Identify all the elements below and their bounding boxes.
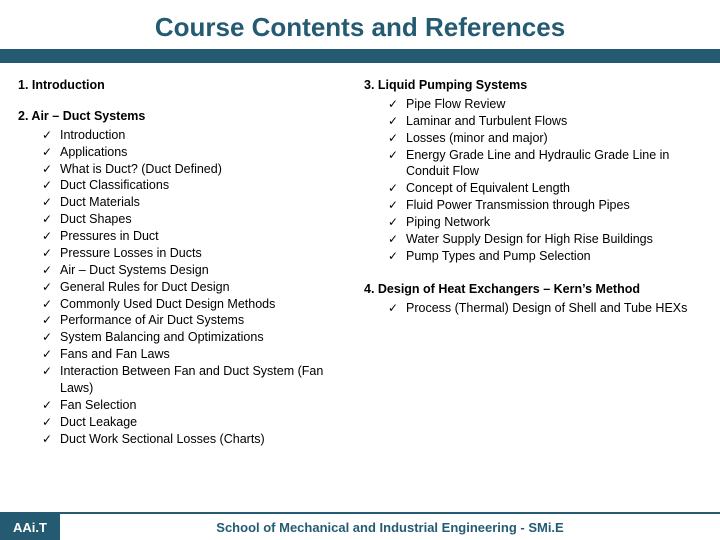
section-4-list: Process (Thermal) Design of Shell and Tu… (364, 300, 702, 317)
list-item: Commonly Used Duct Design Methods (60, 296, 356, 313)
section-3-list: Pipe Flow Review Laminar and Turbulent F… (364, 96, 702, 265)
list-item: What is Duct? (Duct Defined) (60, 161, 356, 178)
section-2-heading: 2. Air – Duct Systems (18, 108, 356, 125)
slide-title: Course Contents and References (0, 0, 720, 49)
footer-badge: AAi.T (0, 514, 60, 540)
section-1-heading: 1. Introduction (18, 77, 356, 94)
section-3-heading: 3. Liquid Pumping Systems (364, 77, 702, 94)
list-item: General Rules for Duct Design (60, 279, 356, 296)
list-item: System Balancing and Optimizations (60, 329, 356, 346)
list-item: Laminar and Turbulent Flows (406, 113, 702, 130)
list-item: Fluid Power Transmission through Pipes (406, 197, 702, 214)
list-item: Duct Shapes (60, 211, 356, 228)
list-item: Duct Work Sectional Losses (Charts) (60, 431, 356, 448)
list-item: Duct Leakage (60, 414, 356, 431)
list-item: Interaction Between Fan and Duct System … (60, 363, 356, 397)
slide: Course Contents and References 1. Introd… (0, 0, 720, 540)
list-item: Pipe Flow Review (406, 96, 702, 113)
list-item: Pressures in Duct (60, 228, 356, 245)
list-item: Introduction (60, 127, 356, 144)
list-item: Duct Classifications (60, 177, 356, 194)
list-item: Pump Types and Pump Selection (406, 248, 702, 265)
footer-text: School of Mechanical and Industrial Engi… (60, 514, 720, 540)
list-item: Performance of Air Duct Systems (60, 312, 356, 329)
section-4-heading: 4. Design of Heat Exchangers – Kern’s Me… (364, 281, 702, 298)
list-item: Process (Thermal) Design of Shell and Tu… (406, 300, 702, 317)
list-item: Water Supply Design for High Rise Buildi… (406, 231, 702, 248)
list-item: Applications (60, 144, 356, 161)
footer: AAi.T School of Mechanical and Industria… (0, 512, 720, 540)
list-item: Air – Duct Systems Design (60, 262, 356, 279)
list-item: Energy Grade Line and Hydraulic Grade Li… (406, 147, 702, 181)
title-bar (0, 49, 720, 63)
right-column: 3. Liquid Pumping Systems Pipe Flow Revi… (364, 73, 702, 453)
list-item: Pressure Losses in Ducts (60, 245, 356, 262)
list-item: Losses (minor and major) (406, 130, 702, 147)
list-item: Concept of Equivalent Length (406, 180, 702, 197)
left-column: 1. Introduction 2. Air – Duct Systems In… (18, 73, 356, 453)
list-item: Fans and Fan Laws (60, 346, 356, 363)
list-item: Piping Network (406, 214, 702, 231)
content-area: 1. Introduction 2. Air – Duct Systems In… (0, 63, 720, 453)
list-item: Duct Materials (60, 194, 356, 211)
section-2-list: Introduction Applications What is Duct? … (18, 127, 356, 448)
list-item: Fan Selection (60, 397, 356, 414)
